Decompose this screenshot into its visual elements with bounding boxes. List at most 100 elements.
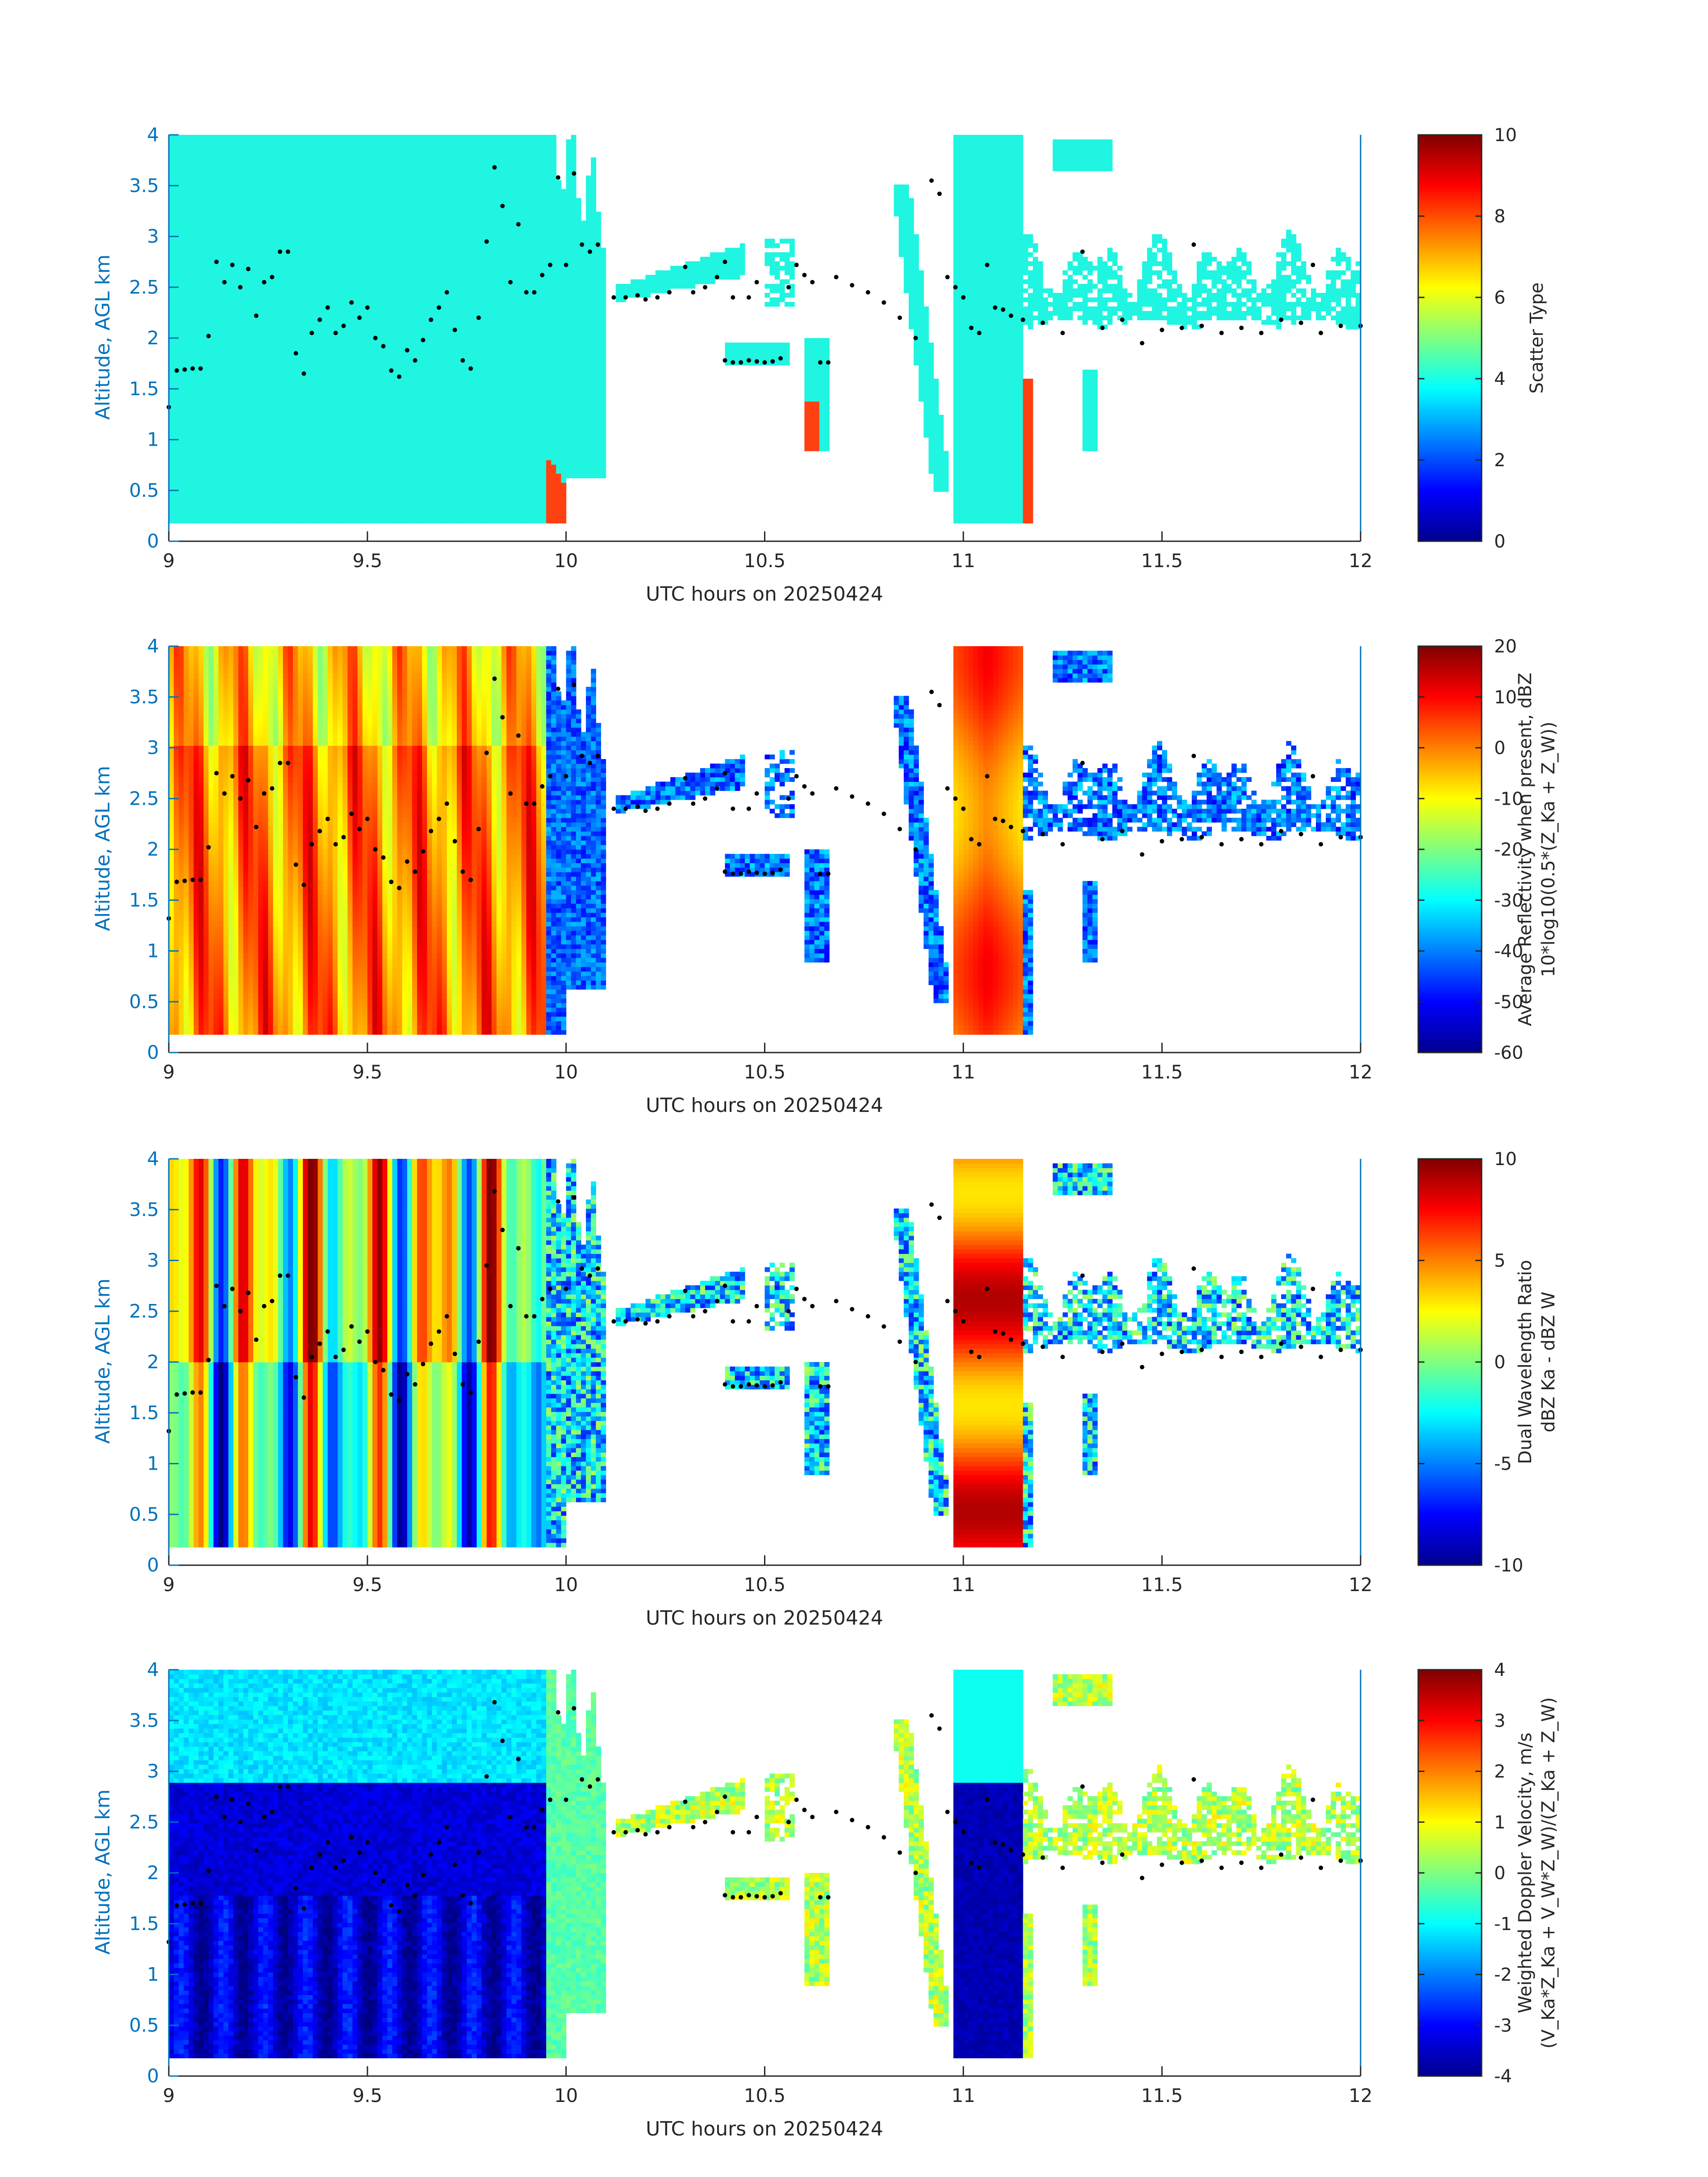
heatmap-cell xyxy=(347,347,353,352)
heatmap-cell xyxy=(283,266,288,271)
heatmap-cell xyxy=(397,492,403,497)
heatmap-cell xyxy=(437,234,443,239)
heatmap-cell xyxy=(278,284,284,289)
heatmap-cell xyxy=(188,239,194,244)
heatmap-cell xyxy=(209,370,214,375)
heatmap-cell xyxy=(223,180,229,185)
heatmap-cell xyxy=(402,175,408,180)
heatmap-cell xyxy=(437,437,443,442)
heatmap-cell xyxy=(342,221,348,226)
heatmap-cell xyxy=(293,203,298,208)
heatmap-cell xyxy=(303,410,308,415)
heatmap-cell xyxy=(169,442,174,447)
heatmap-cell xyxy=(179,180,184,185)
heatmap-cell xyxy=(323,401,328,406)
heatmap-cell xyxy=(258,483,263,488)
heatmap-cell xyxy=(293,501,298,506)
heatmap-cell xyxy=(288,171,293,176)
heatmap-cell xyxy=(218,175,224,180)
heatmap-cell xyxy=(363,162,368,167)
heatmap-cell xyxy=(223,388,229,393)
heatmap-cell xyxy=(209,356,214,361)
heatmap-cell xyxy=(228,361,234,366)
heatmap-cell xyxy=(442,189,447,194)
heatmap-cell xyxy=(248,338,254,343)
heatmap-cell xyxy=(263,410,268,415)
heatmap-cell xyxy=(367,501,373,506)
heatmap-cell xyxy=(238,302,244,307)
heatmap-cell xyxy=(372,180,378,185)
heatmap-cell xyxy=(442,343,447,347)
heatmap-cell xyxy=(352,257,358,262)
heatmap-cell xyxy=(412,207,418,212)
heatmap-cell xyxy=(283,351,288,356)
heatmap-cell xyxy=(174,293,179,298)
heatmap-cell xyxy=(382,207,388,212)
heatmap-cell xyxy=(363,505,368,510)
heatmap-cell xyxy=(273,193,279,198)
heatmap-cell xyxy=(248,189,254,194)
heatmap-cell xyxy=(213,406,219,411)
heatmap-cell xyxy=(318,419,323,424)
heatmap-cell xyxy=(372,325,378,330)
heatmap-cell xyxy=(333,428,338,433)
heatmap-cell xyxy=(412,153,418,158)
heatmap-cell xyxy=(258,351,263,356)
heatmap-cell xyxy=(218,297,224,302)
heatmap-cell xyxy=(417,501,422,506)
heatmap-cell xyxy=(437,356,443,361)
heatmap-cell xyxy=(397,356,403,361)
heatmap-cell xyxy=(377,189,383,194)
heatmap-cell xyxy=(209,153,214,158)
heatmap-cell xyxy=(313,442,318,447)
heatmap-cell xyxy=(243,347,249,352)
heatmap-cell xyxy=(228,383,234,388)
heatmap-cell xyxy=(442,148,447,153)
heatmap-cell xyxy=(347,433,353,438)
heatmap-cell xyxy=(179,280,184,284)
heatmap-cell xyxy=(452,347,457,352)
heatmap-cell xyxy=(288,487,293,492)
heatmap-cell xyxy=(184,280,189,284)
heatmap-cell xyxy=(238,257,244,262)
heatmap-cell xyxy=(218,207,224,212)
heatmap-cell xyxy=(377,483,383,488)
heatmap-cell xyxy=(313,447,318,451)
heatmap-cell xyxy=(179,334,184,338)
heatmap-cell xyxy=(377,455,383,460)
heatmap-cell xyxy=(382,167,388,171)
heatmap-cell xyxy=(432,406,437,411)
heatmap-cell xyxy=(273,510,279,514)
heatmap-cell xyxy=(174,510,179,514)
heatmap-cell xyxy=(318,329,323,334)
heatmap-cell xyxy=(298,189,303,194)
heatmap-cell xyxy=(298,343,303,347)
heatmap-cell xyxy=(387,447,393,451)
heatmap-cell xyxy=(382,261,388,266)
heatmap-cell xyxy=(223,158,229,163)
heatmap-cell xyxy=(213,171,219,176)
heatmap-cell xyxy=(452,320,457,325)
heatmap-cell xyxy=(382,374,388,379)
heatmap-cell xyxy=(402,501,408,506)
heatmap-cell xyxy=(358,424,363,429)
heatmap-cell xyxy=(427,510,432,514)
heatmap-cell xyxy=(199,302,204,307)
heatmap-cell xyxy=(283,221,288,226)
heatmap-cell xyxy=(407,424,413,429)
heatmap-cell xyxy=(238,469,244,474)
heatmap-cell xyxy=(268,419,273,424)
heatmap-cell xyxy=(278,203,284,208)
heatmap-cell xyxy=(268,162,273,167)
heatmap-cell xyxy=(303,144,308,149)
heatmap-cell xyxy=(248,401,254,406)
heatmap-cell xyxy=(248,469,254,474)
heatmap-cell xyxy=(194,135,199,140)
heatmap-cell xyxy=(412,225,418,230)
heatmap-cell xyxy=(382,419,388,424)
heatmap-cell xyxy=(169,505,174,510)
heatmap-cell xyxy=(358,455,363,460)
heatmap-cell xyxy=(169,351,174,356)
heatmap-cell xyxy=(392,325,397,330)
